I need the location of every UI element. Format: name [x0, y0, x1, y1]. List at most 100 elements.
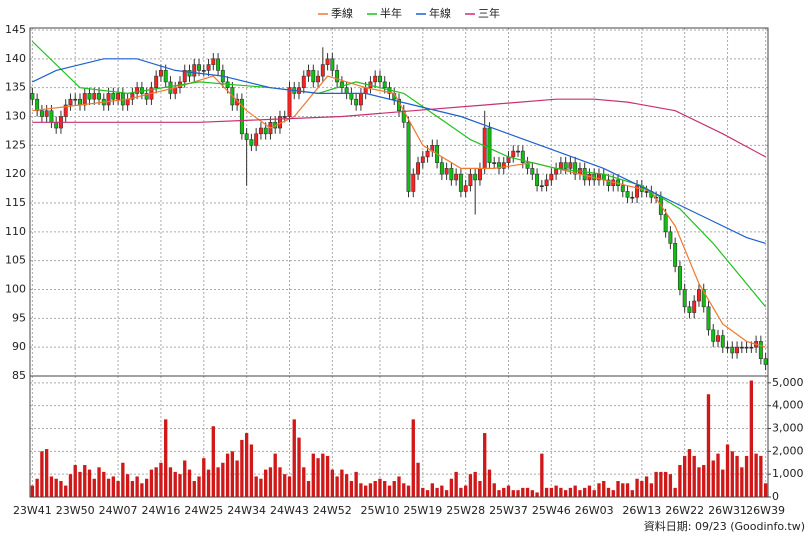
candle-body: [706, 306, 711, 331]
volume-bar: [516, 490, 520, 497]
y2-tick-label: 1,000: [772, 467, 804, 480]
candle-body: [216, 58, 221, 71]
candle-body: [97, 93, 102, 100]
volume-bar: [563, 490, 568, 497]
volume-bar: [740, 467, 744, 497]
volume-bar: [183, 460, 187, 497]
candle-body: [692, 300, 697, 313]
candle-body: [673, 243, 678, 267]
candle-body: [373, 75, 378, 83]
ma-line: [32, 75, 766, 348]
volume-bar: [568, 487, 573, 497]
volume-bar: [378, 478, 382, 497]
candle-body: [382, 81, 387, 88]
candle-body: [211, 58, 216, 65]
volume-bar: [149, 469, 154, 497]
candle-body: [644, 191, 649, 193]
volume-bar: [478, 481, 482, 497]
volume-bar: [721, 469, 725, 497]
volume-bar: [644, 476, 649, 497]
volume-bar: [106, 478, 111, 497]
candle-body: [411, 173, 416, 192]
volume-bar: [444, 490, 449, 497]
volume-bar: [173, 471, 177, 497]
volume-bar: [97, 467, 101, 497]
x-tick-label: 23W50: [56, 504, 95, 517]
candle-body: [525, 162, 530, 169]
volume-bar: [711, 460, 715, 497]
ma-line: [32, 98, 766, 158]
candle-body: [530, 168, 535, 175]
candle-body: [682, 289, 687, 308]
candle-body: [339, 81, 344, 88]
volume-bar: [30, 485, 35, 497]
volume-bar: [64, 485, 68, 497]
candle-body: [306, 70, 311, 77]
candle-body: [206, 64, 211, 71]
volume-bar: [240, 439, 244, 497]
x-tick-label: 24W43: [270, 504, 309, 517]
candle-body: [197, 64, 201, 71]
volume-bar: [730, 451, 734, 497]
volume-bar: [430, 483, 434, 497]
candle-body: [192, 64, 197, 77]
candle-body: [49, 110, 54, 123]
candle-body: [335, 70, 340, 83]
volume-bar: [687, 449, 692, 497]
volume-bar: [221, 462, 225, 497]
volume-bar: [359, 483, 363, 497]
candle-body: [677, 266, 682, 290]
volume-bar: [602, 481, 606, 497]
volume-bar: [597, 483, 601, 497]
candle-body: [739, 346, 744, 349]
y2-tick-label: 4,000: [772, 399, 804, 412]
x-tick-label: 24W25: [184, 504, 223, 517]
candle-body: [354, 98, 359, 106]
volume-bar: [211, 426, 215, 497]
y-tick-label: 145: [5, 23, 26, 36]
volume-bar: [268, 467, 273, 497]
volume-bar: [525, 487, 530, 497]
y-tick-label: 100: [5, 283, 26, 296]
volume-bar: [454, 471, 458, 497]
candle-body: [663, 214, 668, 233]
candle-body: [87, 93, 92, 100]
volume-bar: [102, 471, 106, 497]
candle-body: [696, 289, 701, 302]
volume-bar: [135, 476, 139, 497]
x-tick-label: 25W10: [361, 504, 400, 517]
volume-bar: [292, 419, 296, 497]
candle-body: [39, 110, 44, 117]
volume-bar: [40, 451, 44, 497]
candle-body: [258, 127, 263, 135]
volume-bar: [530, 490, 534, 497]
x-tick-label: 24W34: [227, 504, 266, 517]
volume-bar: [164, 419, 168, 497]
volume-bar: [383, 481, 387, 497]
volume-bar: [468, 474, 473, 497]
y-tick-label: 95: [12, 311, 26, 324]
candle-body: [282, 116, 287, 118]
volume-bar: [249, 444, 254, 497]
x-tick-label: 25W19: [403, 504, 442, 517]
candle-body: [325, 58, 330, 65]
volume-bar: [540, 453, 544, 497]
candle-body: [44, 110, 49, 117]
volume-bar: [735, 455, 739, 497]
candle-body: [620, 185, 625, 192]
volume-bar: [487, 469, 492, 497]
y-tick-label: 90: [12, 340, 26, 353]
volume-bar: [716, 453, 720, 497]
volume-bar: [706, 394, 711, 497]
volume-bar: [654, 471, 658, 497]
volume-bar: [197, 476, 201, 497]
x-tick-label: 24W07: [99, 504, 138, 517]
candle-body: [582, 168, 587, 181]
candle-body: [239, 98, 244, 135]
volume-bar: [354, 471, 358, 497]
candle-body: [116, 93, 121, 100]
candle-body: [687, 306, 692, 313]
candle-body: [135, 87, 140, 94]
candle-body: [458, 173, 463, 192]
